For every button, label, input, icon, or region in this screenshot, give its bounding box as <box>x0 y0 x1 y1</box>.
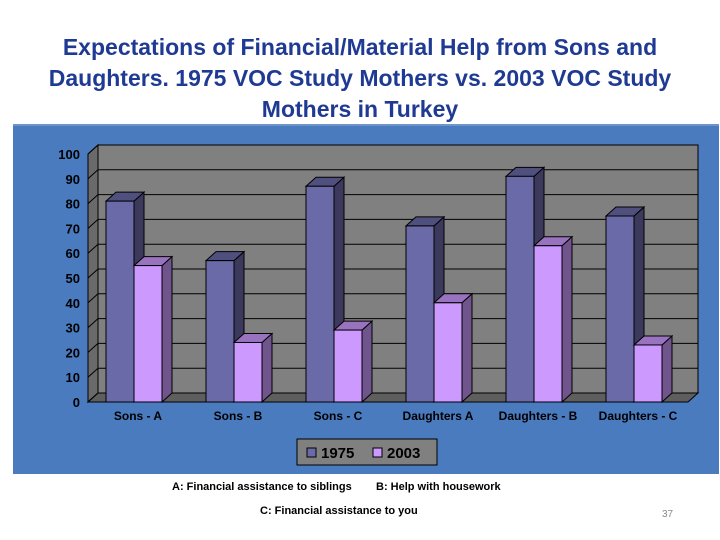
y-tick-label: 80 <box>66 197 80 212</box>
gridline <box>87 169 698 180</box>
bar-side <box>661 334 673 404</box>
gridline <box>87 218 698 229</box>
x-tick-label: Daughters A <box>403 409 474 423</box>
bar-2003 <box>632 334 674 404</box>
y-tick-label: 0 <box>73 395 80 410</box>
bars <box>104 166 674 404</box>
gridline <box>87 268 698 279</box>
legend-swatch <box>306 447 317 458</box>
note-help-housework: B: Help with housework <box>376 481 501 493</box>
bar-2003 <box>532 235 574 404</box>
gridline <box>87 367 698 378</box>
bar-front <box>205 260 235 403</box>
bar-side <box>261 332 273 404</box>
bar-front <box>105 200 135 403</box>
bar-front <box>405 225 435 403</box>
y-tick-label: 70 <box>66 221 80 236</box>
x-tick-label: Sons - C <box>314 409 363 423</box>
bar-front <box>233 341 263 403</box>
note-financial-siblings: A: Financial assistance to siblings <box>172 481 352 493</box>
x-axis-ticks: Sons - A Sons - B Sons - C Daughters A Daugh… <box>114 409 678 423</box>
y-tick-label: 20 <box>66 345 80 360</box>
y-axis-ticks: 0 10 20 30 40 50 60 70 80 90 100 <box>58 147 80 410</box>
gridline <box>87 392 698 403</box>
gridline <box>87 243 698 254</box>
legend-label: 1975 <box>321 445 354 462</box>
y-tick-label: 10 <box>66 370 80 385</box>
note-financial-you: C: Financial assistance to you <box>260 505 418 517</box>
legend-box <box>296 438 438 466</box>
x-tick-label: Daughters - B <box>499 409 578 423</box>
bar-front <box>533 245 563 403</box>
gridlines <box>87 144 698 403</box>
bar-side <box>461 292 473 404</box>
page-number: 37 <box>662 509 674 520</box>
x-tick-label: Sons - B <box>214 409 263 423</box>
bar-front <box>505 175 535 403</box>
bar-2003 <box>332 319 374 404</box>
bar-2003 <box>232 332 274 404</box>
bar-front <box>133 265 163 403</box>
legend-label: 2003 <box>387 445 420 462</box>
bar-side <box>561 235 573 404</box>
gridline <box>87 293 698 304</box>
bar-front <box>333 329 363 403</box>
bar-2003 <box>132 255 174 404</box>
y-tick-label: 60 <box>66 246 80 261</box>
bar-side <box>361 319 373 404</box>
y-tick-label: 90 <box>66 172 80 187</box>
gridline <box>87 318 698 328</box>
slide-title: Expectations of Financial/Material Help … <box>48 34 672 122</box>
bar-front <box>633 344 663 403</box>
y-tick-label: 50 <box>66 271 80 286</box>
y-tick-label: 30 <box>66 321 80 336</box>
gridline <box>87 194 698 204</box>
gridline <box>87 342 698 353</box>
bar-front <box>305 185 335 403</box>
legend-swatch <box>372 447 383 458</box>
bar-front <box>433 302 463 403</box>
gridline <box>87 144 698 155</box>
y-tick-label: 40 <box>66 296 80 311</box>
x-tick-label: Sons - A <box>114 409 163 423</box>
y-tick-label: 100 <box>58 147 80 162</box>
legend: 1975 2003 <box>296 438 438 466</box>
bar-2003 <box>432 292 474 404</box>
bar-front <box>605 215 635 403</box>
bar-side <box>161 255 173 404</box>
x-tick-label: Daughters - C <box>599 409 678 423</box>
